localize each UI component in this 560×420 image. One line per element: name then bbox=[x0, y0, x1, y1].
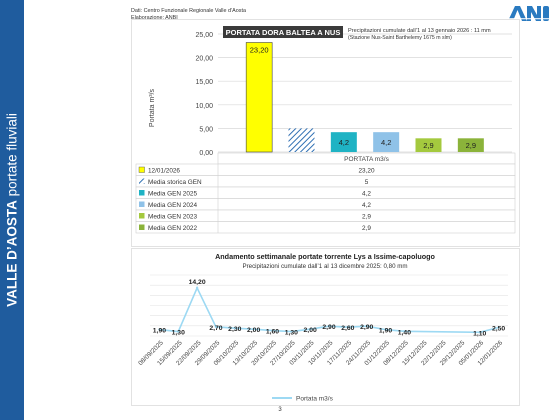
data-point bbox=[158, 328, 161, 331]
lys-chart-svg: Andamento settimanale portate torrente L… bbox=[137, 252, 508, 403]
legend-entry: Media storica GEN bbox=[148, 179, 202, 186]
data-point bbox=[403, 330, 406, 333]
bar bbox=[415, 138, 442, 152]
x-axis-title: PORTATA m3/s bbox=[344, 156, 389, 163]
data-point bbox=[327, 324, 331, 328]
bar-data-label: 23,20 bbox=[250, 45, 269, 54]
legend-key bbox=[139, 213, 145, 219]
lys-chart: Andamento settimanale portate torrente L… bbox=[131, 248, 520, 406]
y-tick-label: 0,00 bbox=[199, 150, 213, 157]
sidebar-title-rest: portate fluviali bbox=[4, 113, 20, 201]
legend-key bbox=[139, 224, 145, 230]
data-point bbox=[365, 324, 368, 328]
chart-title-box bbox=[223, 26, 343, 38]
data-point bbox=[290, 330, 293, 333]
legend-entry: Media GEN 2025 bbox=[148, 190, 197, 197]
legend-key bbox=[139, 190, 145, 196]
data-point bbox=[252, 328, 255, 331]
point-data-label: 2,70 bbox=[209, 325, 222, 332]
point-data-label: 2,90 bbox=[322, 324, 335, 331]
y-tick-label: 25,00 bbox=[195, 32, 213, 39]
legend-key bbox=[139, 178, 145, 184]
bar bbox=[288, 128, 315, 152]
page-number: 3 bbox=[278, 407, 282, 413]
chart-title: Andamento settimanale portate torrente L… bbox=[215, 252, 435, 261]
precipitation-note: Precipitazioni cumulate dall’1 al 13 dic… bbox=[242, 263, 407, 270]
bar bbox=[457, 138, 484, 152]
data-point bbox=[384, 328, 387, 331]
data-point bbox=[346, 325, 350, 329]
anbi-logo-mark bbox=[508, 6, 549, 21]
table-value: 4,2 bbox=[362, 190, 371, 197]
source-line: Dati: Centro Funzionale Regionale Valle … bbox=[131, 8, 246, 14]
y-tick-label: 10,00 bbox=[195, 103, 213, 110]
anbi-logo bbox=[507, 5, 551, 27]
point-data-label: 2,50 bbox=[492, 326, 505, 333]
table-row bbox=[135, 163, 516, 176]
legend-entry: Media GEN 2023 bbox=[148, 213, 197, 220]
sidebar-title: VALLE D’AOSTA portate fluviali bbox=[5, 113, 20, 307]
y-tick-label: 5,00 bbox=[199, 126, 213, 133]
point-data-label: 2,60 bbox=[341, 325, 354, 332]
legend-label: Portata m3/s bbox=[296, 396, 334, 403]
table-value: 23,20 bbox=[359, 167, 375, 174]
bar bbox=[373, 132, 400, 152]
source-note: Dati: Centro Funzionale Regionale Valle … bbox=[131, 8, 246, 22]
point-data-label: 1,90 bbox=[379, 328, 392, 335]
y-axis-title: Portata m³/s bbox=[149, 88, 156, 127]
data-point bbox=[214, 325, 218, 329]
table-value: 5 bbox=[365, 179, 369, 186]
author-line: Elaborazione: ANBI bbox=[131, 15, 178, 21]
legend-entry: Media GEN 2024 bbox=[148, 202, 197, 209]
data-point bbox=[497, 326, 500, 329]
point-data-label: 2,00 bbox=[304, 327, 317, 334]
data-point bbox=[271, 329, 274, 332]
point-data-label: 2,30 bbox=[228, 326, 241, 333]
point-data-label: 1,60 bbox=[266, 329, 279, 336]
legend-entry: 12/01/2026 bbox=[148, 167, 180, 174]
point-data-label: 14,20 bbox=[189, 279, 206, 286]
table-value: 4,2 bbox=[362, 202, 371, 209]
data-point bbox=[478, 331, 481, 334]
legend-entry: Media GEN 2022 bbox=[148, 225, 197, 232]
point-data-label: 1,30 bbox=[285, 330, 298, 337]
data-point bbox=[308, 328, 312, 331]
chart-title: PORTATA DORA BALTEA A NUS bbox=[226, 28, 341, 37]
dora-baltea-chart-svg: 0,00 5,00 10,00 15,00 20,00 25,00 23,20 4,2 4,2… bbox=[135, 26, 516, 234]
y-tick-label: 20,00 bbox=[195, 56, 213, 63]
series-line bbox=[159, 285, 499, 334]
legend-key bbox=[139, 201, 145, 207]
bar bbox=[245, 42, 273, 153]
point-data-label: 1,40 bbox=[398, 329, 411, 336]
point-data-label: 1,90 bbox=[153, 328, 166, 335]
table-value: 2,9 bbox=[362, 225, 371, 232]
station-note: (Stazione Nus-Saint Barthelemy 1675 m sl… bbox=[348, 35, 452, 41]
sidebar-band: VALLE D’AOSTA portate fluviali bbox=[0, 0, 24, 420]
y-tick-label: 15,00 bbox=[195, 79, 213, 86]
precipitation-note: Precipitazioni cumulate dall’1 al 13 gen… bbox=[348, 28, 491, 34]
dora-baltea-chart: 0,00 5,00 10,00 15,00 20,00 25,00 23,20 4,2 4,2… bbox=[131, 19, 520, 247]
legend-key bbox=[138, 166, 145, 173]
point-data-label: 1,10 bbox=[473, 330, 486, 337]
bar-data-label: 2,9 bbox=[423, 141, 433, 150]
data-point bbox=[177, 330, 180, 333]
point-data-label: 2,00 bbox=[247, 327, 260, 334]
bar-data-label: 4,2 bbox=[381, 138, 391, 147]
point-data-label: 2,90 bbox=[360, 324, 373, 331]
data-point bbox=[233, 327, 236, 330]
table-row bbox=[135, 221, 516, 234]
bar-data-label: 2,9 bbox=[466, 141, 476, 150]
sidebar-title-bold: VALLE D’AOSTA bbox=[4, 200, 20, 307]
point-data-label: 1,30 bbox=[172, 330, 185, 337]
data-point bbox=[195, 286, 199, 290]
bar bbox=[330, 132, 357, 152]
bar-data-label: 4,2 bbox=[339, 138, 349, 147]
table-value: 2,9 bbox=[362, 213, 371, 220]
